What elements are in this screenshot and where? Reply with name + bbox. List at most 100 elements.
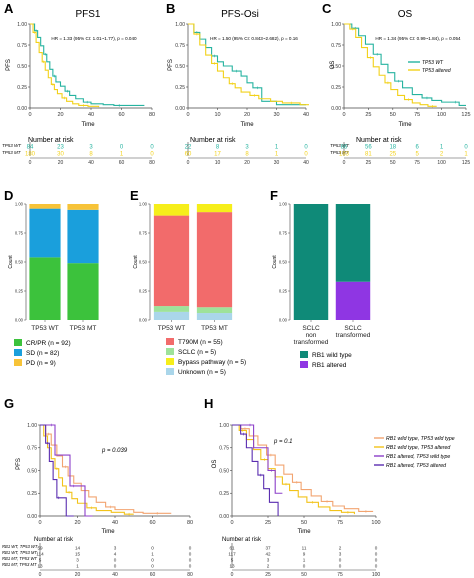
y-tick-label: 0.50 <box>219 468 229 474</box>
x-tick-label: 40 <box>88 112 94 118</box>
panel-c-risk-label-wt: TP53 WT <box>330 143 350 148</box>
y-tick-label: 0.00 <box>175 106 185 112</box>
risk-count: 0 <box>304 145 308 151</box>
panel-h-km-plot: 0.00 0.25 0.50 0.75 1.00 0 25 50 75 100 <box>219 423 380 526</box>
legend-label-cr-pr: CR/PR (n = 92) <box>26 340 71 347</box>
panel-h-legend: RB1 wild type, TP53 wild type RB1 wild t… <box>374 436 455 469</box>
panel-a-risk-label-mt: TP53 MT <box>2 150 22 155</box>
y-tick-label: 1.00 <box>331 22 341 28</box>
panel-h-stat: p = 0.1 <box>273 439 293 445</box>
panel-c-title: OS <box>398 9 413 20</box>
bar-segment-bypass-pathway-n-5 <box>153 204 190 216</box>
risk-count: 0 <box>339 564 342 569</box>
category-label: TP53 MT <box>70 325 97 332</box>
risk-count: 81 <box>365 152 372 158</box>
y-tick-label: 1.00 <box>279 202 288 207</box>
panel-g-risk-label-3: RB1 MT, TP53 WT <box>2 556 37 561</box>
y-tick-label: 0.25 <box>331 85 341 91</box>
y-tick-label: 0.25 <box>219 491 229 497</box>
panel-a-title: PFS1 <box>75 9 100 20</box>
risk-time-label: 20 <box>244 160 250 166</box>
x-tick-label: 60 <box>149 520 155 526</box>
km-curve-rb1-altered-tp53-altered <box>40 424 74 517</box>
risk-count: 0 <box>151 564 154 569</box>
panel-h-ylabel: OS <box>212 460 218 469</box>
panel-g-risk-title: Number at risk <box>34 537 74 543</box>
y-tick-label: 0.25 <box>139 289 148 294</box>
y-tick-label: 1.00 <box>27 423 37 429</box>
x-tick-label: 25 <box>265 520 271 526</box>
bar-segment-pd-n-9 <box>67 204 99 210</box>
x-tick-label: 100 <box>371 520 380 526</box>
risk-time-label: 0 <box>343 160 346 166</box>
legend-label-rb1-wild-type: RB1 wild type <box>312 352 352 359</box>
risk-count: 0 <box>189 558 192 563</box>
y-tick-label: 0.25 <box>17 85 27 91</box>
risk-count: 1 <box>275 152 279 158</box>
risk-time-label: 75 <box>337 572 343 578</box>
risk-count: 3 <box>114 546 117 551</box>
y-tick-label: 0.75 <box>219 446 229 452</box>
x-tick-label: 50 <box>301 520 307 526</box>
bar-segment-sd-n-82 <box>29 208 61 258</box>
risk-count: 1 <box>464 152 468 158</box>
y-tick-label: 1.00 <box>139 202 148 207</box>
x-tick-label: 125 <box>461 112 470 118</box>
x-tick-label: 20 <box>74 520 80 526</box>
km-curve-rb1-wild-type-tp53-altered <box>232 424 355 515</box>
y-tick-label: 0.75 <box>17 43 27 49</box>
bar-segment-sclc-n-5 <box>153 306 190 312</box>
risk-count: 0 <box>114 564 117 569</box>
risk-count: 2 <box>339 546 342 551</box>
risk-time-label: 10 <box>215 160 221 166</box>
risk-time-label: 0 <box>39 572 42 578</box>
risk-count: 15 <box>75 552 81 557</box>
panel-g-stat: p = 0.039 <box>101 448 128 454</box>
panel-b: B PFS-Osi HR = 1.50 (95% CI: 0.843~2.682… <box>166 1 309 166</box>
risk-time-label: 60 <box>119 160 125 166</box>
risk-time-label: 50 <box>390 160 396 166</box>
km-curve-rb1-wild-type-tp53-wild-type <box>40 424 172 514</box>
risk-time-label: 0 <box>29 160 32 166</box>
panel-d: D Count 0.00 0.25 0.50 0.75 1.00 TP53 WT TP53 … <box>4 188 99 367</box>
y-tick-label: 0.50 <box>279 260 288 265</box>
legend-label-tp53-altered: TP53 altered <box>422 68 451 74</box>
risk-count: 1 <box>440 145 444 151</box>
panel-letter-a: A <box>4 1 14 16</box>
risk-count: 9 <box>303 552 306 557</box>
risk-count: 18 <box>389 145 396 151</box>
category-label: TP53 WT <box>31 325 58 332</box>
bar-segment-rb1-wild-type <box>293 204 329 320</box>
panel-e-ylabel: Count <box>133 255 139 269</box>
x-tick-label: 80 <box>187 520 193 526</box>
y-tick-label: 1.00 <box>175 22 185 28</box>
y-tick-label: 0.50 <box>139 260 148 265</box>
y-tick-label: 0.00 <box>331 106 341 112</box>
panel-h-risk-title: Number at risk <box>222 537 262 543</box>
risk-count: 14 <box>75 546 81 551</box>
risk-time-label: 0 <box>231 572 234 578</box>
risk-count: 84 <box>27 145 34 151</box>
panel-b-risk-table: 22 8 3 1 060 17 8 1 00 10 20 30 40 <box>185 142 309 166</box>
legend-label-tp53-wt: TP53 WT <box>422 60 444 66</box>
risk-count: 0 <box>189 564 192 569</box>
legend-label-pd: PD (n = 9) <box>26 360 56 367</box>
legend-label-t790m: T790M (n = 55) <box>178 339 223 346</box>
risk-count: 86 <box>341 145 348 151</box>
y-tick-label: 0.00 <box>17 106 27 112</box>
risk-count: 37 <box>265 546 271 551</box>
risk-count: 0 <box>375 546 378 551</box>
risk-count: 3 <box>76 558 79 563</box>
panel-d-bar-plot: 0.00 0.25 0.50 0.75 1.00 TP53 WT TP53 MT <box>15 202 99 332</box>
x-tick-label: 0 <box>28 112 31 118</box>
km-curve-rb1-altered-tp53-wild-type <box>40 424 93 517</box>
y-tick-label: 0.25 <box>279 289 288 294</box>
x-tick-label: 0 <box>186 112 189 118</box>
risk-count: 4 <box>114 552 117 557</box>
bar-segment-rb1-altered <box>335 281 371 320</box>
legend-swatch-pd <box>14 359 22 366</box>
risk-time-label: 60 <box>150 572 156 578</box>
